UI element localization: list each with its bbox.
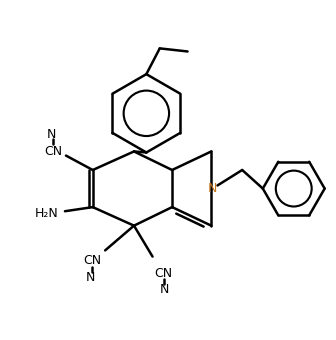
Text: N: N [208, 182, 217, 195]
Text: CN: CN [45, 145, 62, 158]
Text: N: N [47, 129, 56, 141]
Text: H₂N: H₂N [35, 207, 58, 220]
Text: N: N [160, 283, 170, 296]
Text: CN: CN [84, 254, 102, 267]
Text: N: N [86, 271, 95, 284]
Text: CN: CN [154, 267, 172, 279]
